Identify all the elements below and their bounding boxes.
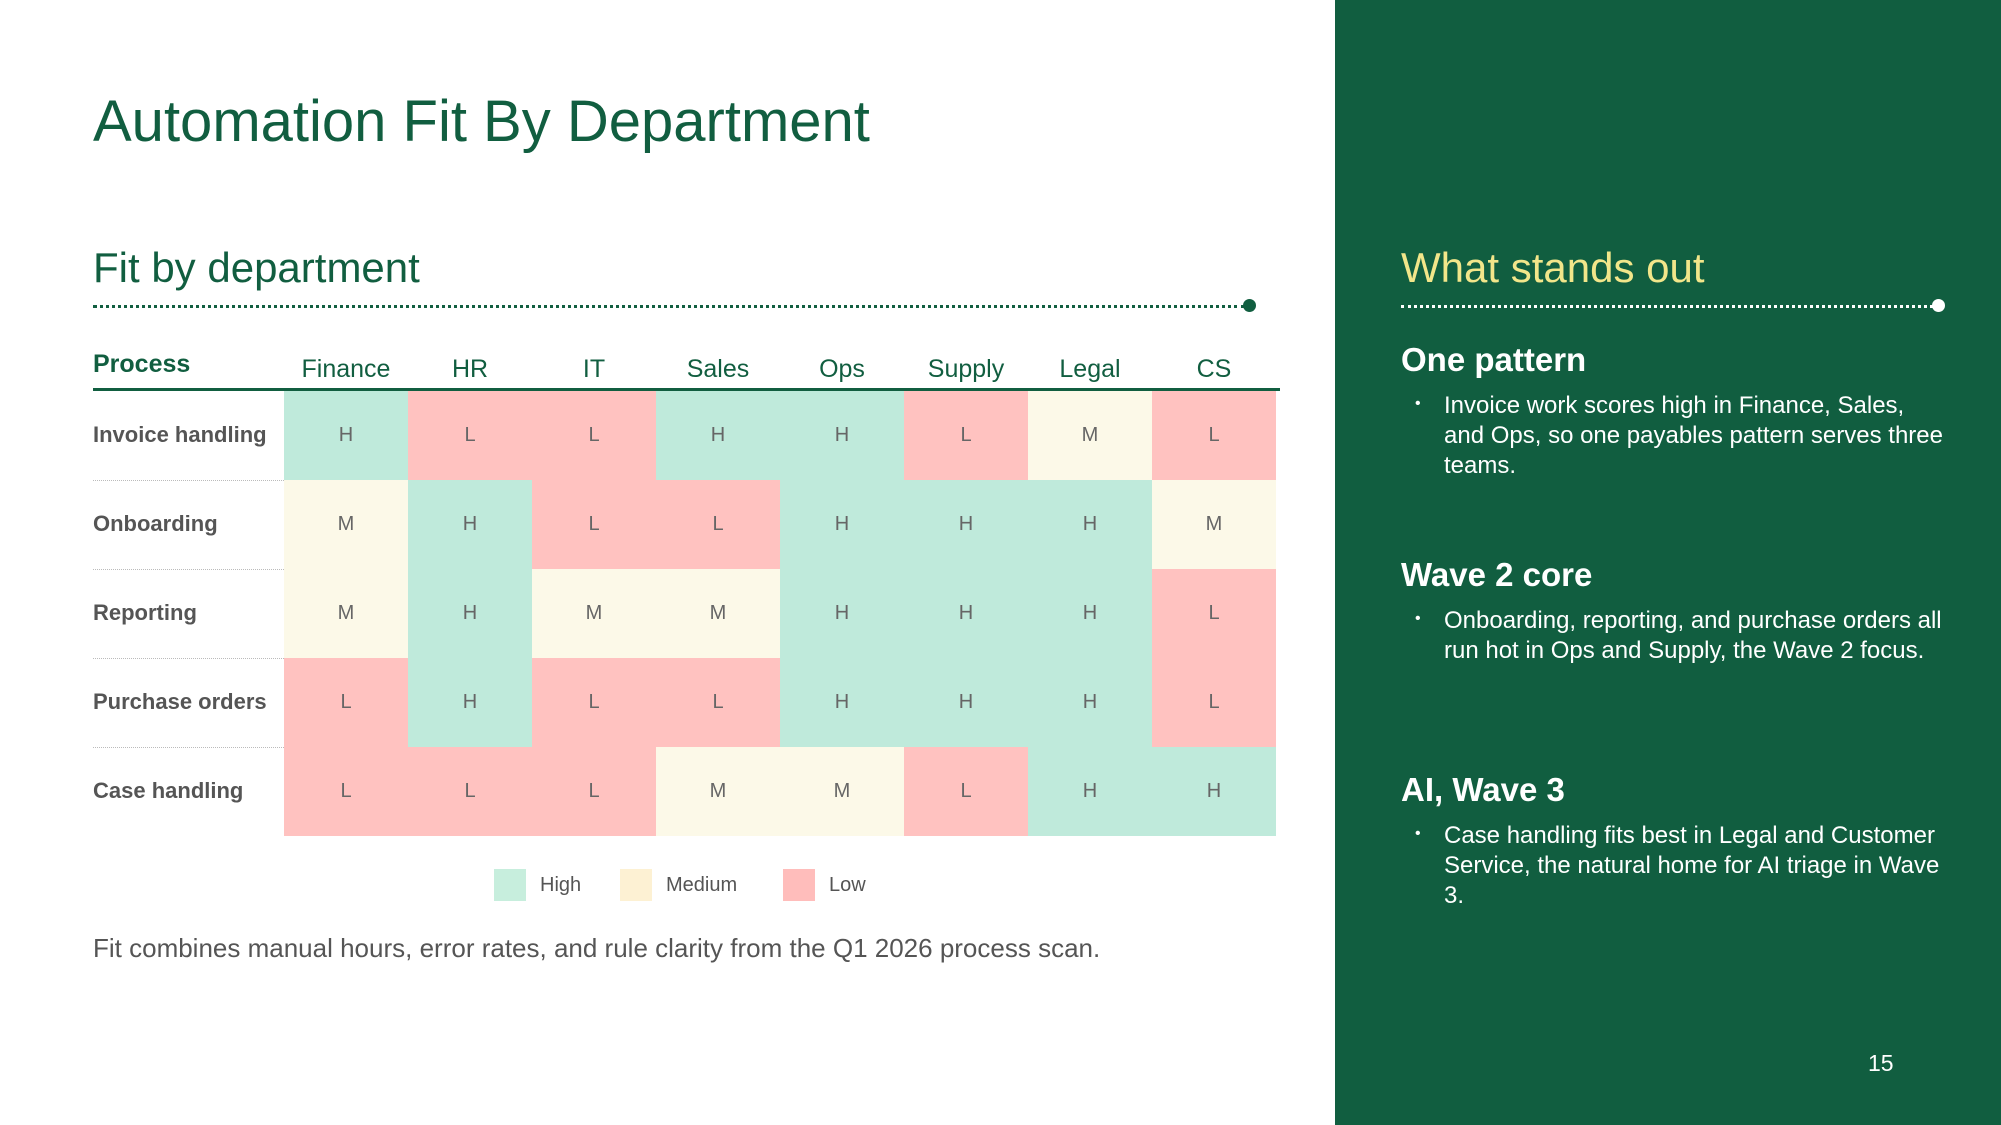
heatmap-cell: H xyxy=(1028,747,1152,836)
bullet-icon: • xyxy=(1415,395,1421,412)
column-header: Sales xyxy=(686,355,750,383)
column-header: IT xyxy=(582,355,606,383)
insights-divider xyxy=(1401,305,1933,308)
slide-title: Automation Fit By Department xyxy=(93,89,870,154)
heatmap-cell: H xyxy=(904,658,1028,747)
heatmap-cell: H xyxy=(780,391,904,480)
row-separator xyxy=(93,747,284,748)
column-header: Ops xyxy=(819,355,865,383)
heatmap-cell: H xyxy=(408,480,532,569)
insight-body: Case handling fits best in Legal and Cus… xyxy=(1444,822,1940,909)
heatmap-cell: L xyxy=(904,747,1028,836)
insights-divider-dot xyxy=(1932,299,1945,312)
heatmap-cell: H xyxy=(1028,480,1152,569)
row-label: Case handling xyxy=(93,778,244,803)
main-panel: Automation Fit By Department Fit by depa… xyxy=(93,89,1280,963)
heatmap-cell: L xyxy=(408,747,532,836)
heatmap-cell: H xyxy=(1152,747,1276,836)
row-separator xyxy=(93,658,284,659)
legend-item: High xyxy=(494,869,581,901)
heatmap-cell: L xyxy=(532,658,656,747)
heatmap-cell: L xyxy=(532,480,656,569)
heatmap-cell: L xyxy=(532,391,656,480)
legend-swatch xyxy=(783,869,815,901)
header-underline xyxy=(93,388,1280,391)
heatmap-cell: M xyxy=(1028,391,1152,480)
heatmap-cell: M xyxy=(780,747,904,836)
column-header: HR xyxy=(451,355,489,383)
heatmap-cell: H xyxy=(284,391,408,480)
bullet-icon: • xyxy=(1415,825,1421,842)
heatmap-cell: M xyxy=(1152,480,1276,569)
heatmap-cell: M xyxy=(284,480,408,569)
heatmap-cell: H xyxy=(904,480,1028,569)
heatmap-cell: L xyxy=(1152,569,1276,658)
legend-label: Low xyxy=(829,873,866,896)
heatmap-cell: L xyxy=(284,747,408,836)
heatmap-cell: M xyxy=(656,569,780,658)
heatmap-cell: L xyxy=(532,747,656,836)
column-header: Legal xyxy=(1059,355,1121,383)
row-label: Purchase orders xyxy=(93,689,267,714)
insight-body: Onboarding, reporting, and purchase orde… xyxy=(1444,607,1942,664)
row-separator xyxy=(93,569,284,570)
column-header: Finance xyxy=(301,355,391,383)
divider-end-dot xyxy=(1243,299,1256,312)
heatmap-cell: H xyxy=(780,658,904,747)
heatmap-cell: L xyxy=(1152,658,1276,747)
heatmap-cell: H xyxy=(1028,658,1152,747)
bullet-icon: • xyxy=(1415,610,1421,627)
heatmap-cell: H xyxy=(780,569,904,658)
section-divider xyxy=(93,305,1245,308)
insight-heading: One pattern xyxy=(1401,341,1587,378)
heatmap-cell: L xyxy=(1152,391,1276,480)
heatmap-cell: L xyxy=(656,480,780,569)
row-label: Onboarding xyxy=(93,511,218,536)
heatmap-cell: H xyxy=(408,569,532,658)
heatmap-cell: M xyxy=(284,569,408,658)
section-title: Fit by department xyxy=(93,244,420,291)
insights-title: What stands out xyxy=(1401,244,1705,291)
column-header: Supply xyxy=(927,355,1005,383)
legend-label: Medium xyxy=(666,873,738,896)
heatmap-cell: L xyxy=(904,391,1028,480)
heatmap-cell: L xyxy=(284,658,408,747)
insight-heading: AI, Wave 3 xyxy=(1401,771,1565,808)
legend-label: High xyxy=(540,873,582,896)
heatmap-cell: H xyxy=(780,480,904,569)
heatmap-cell: H xyxy=(904,569,1028,658)
legend-item: Low xyxy=(783,869,866,901)
heatmap-cell: H xyxy=(1028,569,1152,658)
legend-item: Medium xyxy=(620,869,737,901)
footnote: Fit combines manual hours, error rates, … xyxy=(93,933,1101,963)
heatmap-cell: L xyxy=(408,391,532,480)
row-label: Reporting xyxy=(93,600,197,625)
row-label: Invoice handling xyxy=(93,422,267,447)
column-header: CS xyxy=(1196,355,1232,383)
insight-body: Invoice work scores high in Finance, Sal… xyxy=(1444,392,1943,479)
heatmap-cell: M xyxy=(656,747,780,836)
heatmap-cell: M xyxy=(532,569,656,658)
page-number: 15 xyxy=(1868,1050,1894,1076)
heatmap-cell: H xyxy=(408,658,532,747)
process-column-header: Process xyxy=(93,350,191,378)
heatmap-cell: H xyxy=(656,391,780,480)
row-separator xyxy=(93,480,284,481)
insight-heading: Wave 2 core xyxy=(1401,556,1593,593)
legend-swatch xyxy=(620,869,652,901)
heatmap-cell: L xyxy=(656,658,780,747)
legend-swatch xyxy=(494,869,526,901)
insights-panel: What stands out One pattern • Invoice work… xyxy=(1335,0,2001,1125)
